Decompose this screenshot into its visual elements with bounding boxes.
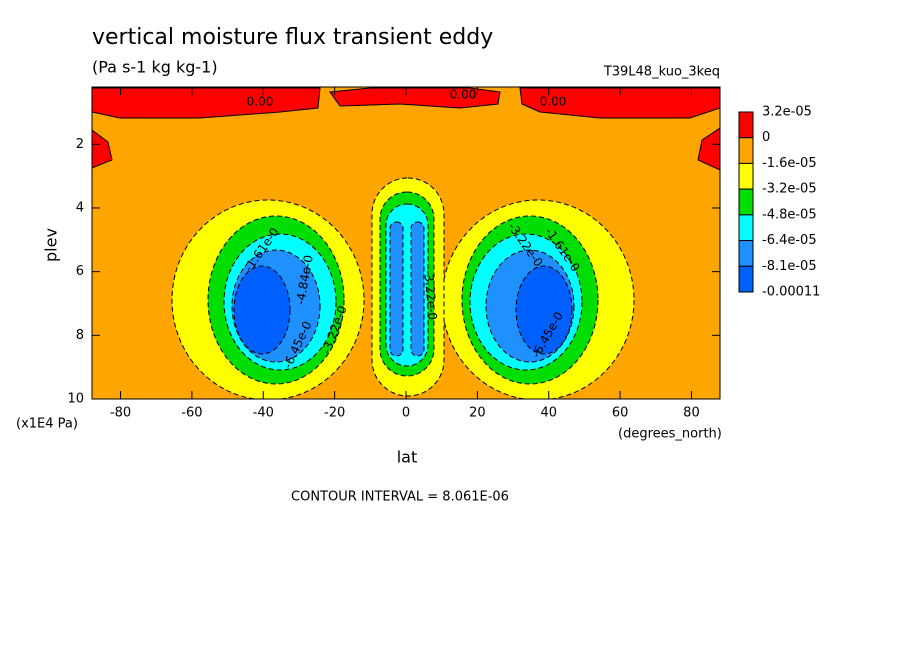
y-tick-label: 8 bbox=[76, 328, 84, 343]
x-tick-label: 60 bbox=[612, 406, 629, 421]
chart-subtitle: (Pa s-1 kg kg-1) bbox=[92, 58, 218, 77]
x-tick-label: 20 bbox=[469, 406, 486, 421]
colorbar-label: -3.2e-05 bbox=[762, 182, 817, 197]
filled-region bbox=[329, 87, 501, 109]
y-tick-label: 2 bbox=[76, 137, 84, 152]
filled-region bbox=[519, 87, 720, 119]
footnote: CONTOUR INTERVAL = 8.061E-06 bbox=[291, 490, 509, 505]
axes: -80 -60 -40 -20 0 20 40 60 80 2 4 6 8 10 3.2e-05 0 -1.6e… bbox=[67, 86, 820, 421]
filled-region bbox=[410, 221, 425, 357]
dataset-label: T39L48_kuo_3keq bbox=[603, 65, 720, 80]
filled-region bbox=[389, 221, 404, 357]
filled-region bbox=[92, 129, 113, 169]
colorbar-box bbox=[738, 111, 754, 139]
colorbar-label: -6.4e-05 bbox=[762, 233, 817, 248]
contour-label: 0.00 bbox=[247, 95, 274, 109]
x-tick-label: 80 bbox=[683, 406, 700, 421]
colorbar-box bbox=[738, 240, 754, 267]
contour-field: 0.00 0.00 0.00-1.61e-0 -1.61e-0-3.22e-0-3.2… bbox=[92, 87, 720, 399]
colorbar-box bbox=[738, 265, 754, 293]
y-axis-units: (x1E4 Pa) bbox=[16, 417, 78, 432]
contour-label: 0.00 bbox=[450, 88, 477, 102]
colorbar-label: -1.6e-05 bbox=[762, 156, 817, 171]
colorbar-label: -0.00011 bbox=[762, 285, 820, 300]
y-axis-label: plev bbox=[42, 228, 61, 262]
colorbar-box bbox=[738, 137, 754, 164]
x-axis-label: lat bbox=[397, 448, 418, 467]
x-tick-label: -20 bbox=[324, 406, 345, 421]
contour-label: -3.22e-0 bbox=[421, 269, 439, 320]
colorbar-label: -8.1e-05 bbox=[762, 259, 817, 274]
x-tick-label: 40 bbox=[540, 406, 557, 421]
colorbar-box bbox=[738, 162, 754, 190]
x-axis-units: (degrees_north) bbox=[618, 427, 722, 442]
filled-region bbox=[697, 127, 720, 171]
colorbar-label: 3.2e-05 bbox=[762, 105, 812, 120]
filled-region bbox=[515, 265, 573, 355]
x-tick-label: -80 bbox=[110, 406, 131, 421]
filled-region bbox=[92, 87, 321, 119]
x-tick-label: 0 bbox=[402, 406, 410, 421]
colorbar-label: -4.8e-05 bbox=[762, 207, 817, 222]
chart-title: vertical moisture flux transient eddy bbox=[92, 25, 493, 50]
y-tick-label: 4 bbox=[76, 200, 84, 215]
filled-region bbox=[233, 265, 291, 355]
y-tick-label: 10 bbox=[67, 392, 84, 407]
contour-label: 0.00 bbox=[540, 95, 567, 109]
colorbar-label: 0 bbox=[762, 130, 770, 145]
colorbar-box bbox=[738, 214, 754, 242]
x-tick-label: -40 bbox=[253, 406, 274, 421]
colorbar-box bbox=[738, 188, 754, 216]
y-tick-label: 6 bbox=[76, 264, 84, 279]
x-tick-label: -60 bbox=[181, 406, 202, 421]
